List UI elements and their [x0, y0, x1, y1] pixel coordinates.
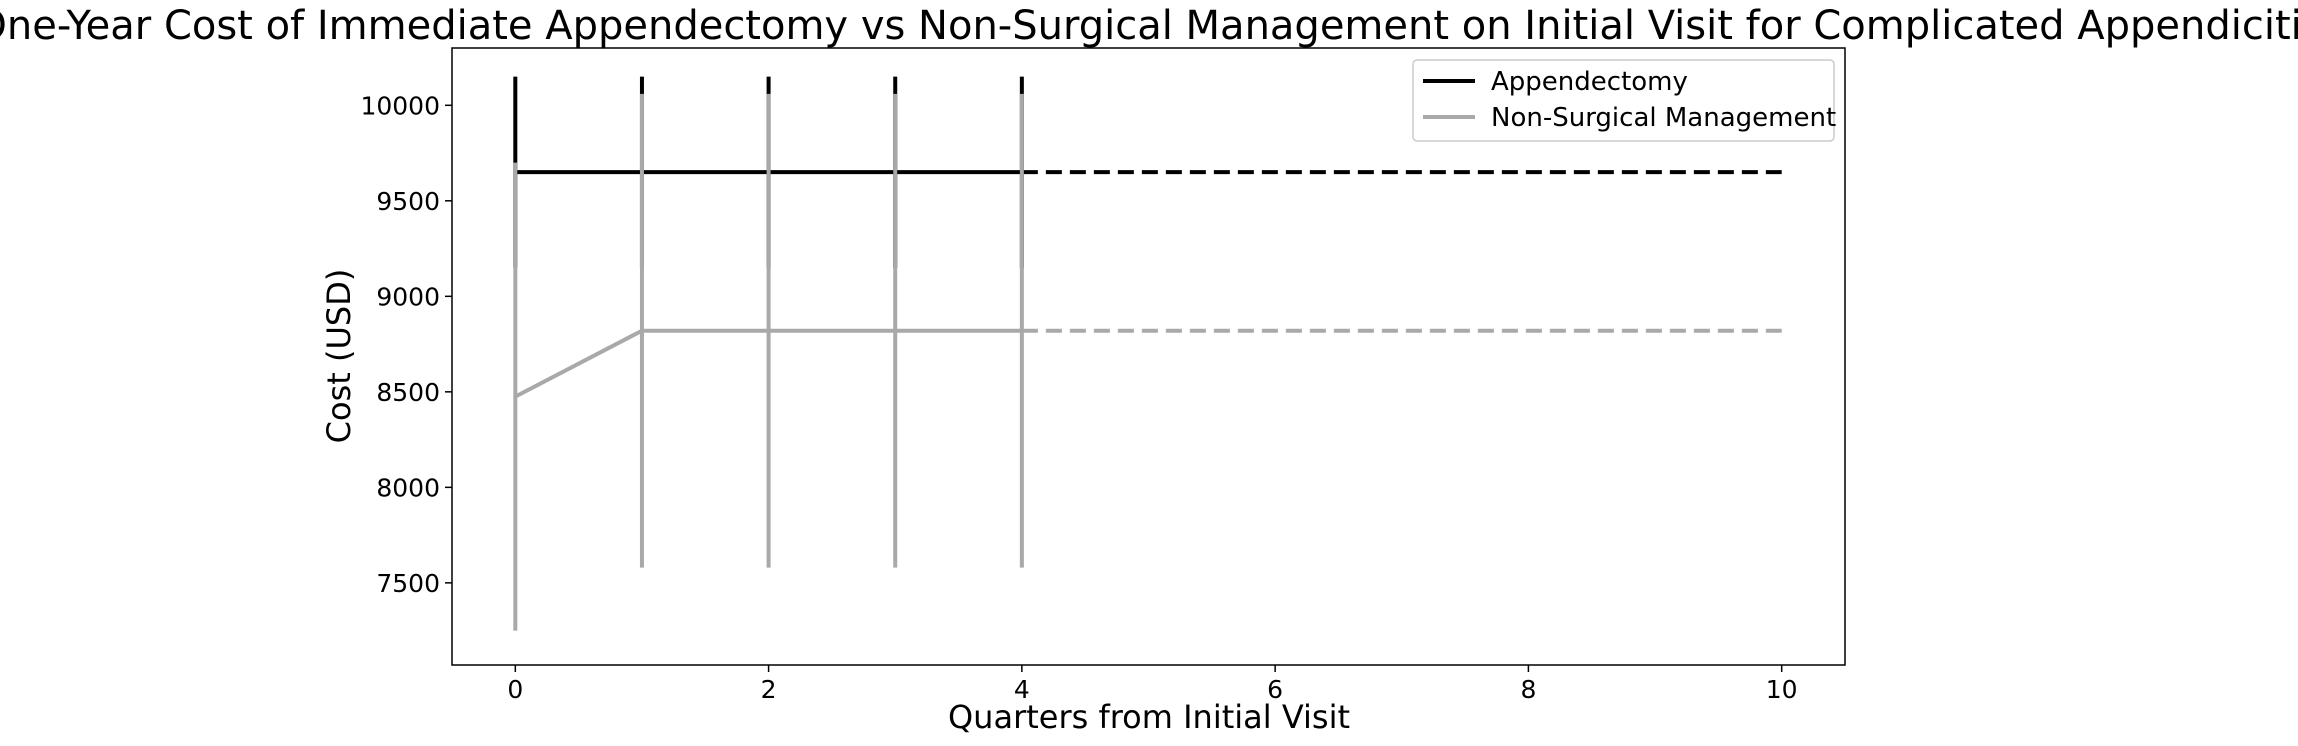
y-tick-label: 8500 [376, 378, 440, 407]
legend-box [1412, 59, 1835, 142]
y-tick-label: 10000 [360, 91, 440, 120]
x-axis-label: Quarters from Initial Visit [948, 698, 1350, 736]
y-axis-label: Cost (USD) [320, 269, 358, 444]
chart-title: One-Year Cost of Immediate Appendectomy … [0, 3, 2298, 49]
y-tick-label: 9500 [376, 187, 440, 216]
series-1 [513, 93, 1782, 631]
plot-content [513, 76, 1782, 631]
x-tick-label: 2 [761, 675, 777, 704]
x-tick-label: 10 [1766, 675, 1798, 704]
x-axis: 0 2 4 6 8 10 [507, 665, 1798, 704]
x-tick-label: 6 [1267, 675, 1283, 704]
x-tick-label: 8 [1520, 675, 1536, 704]
y-tick-label: 9000 [376, 282, 440, 311]
y-tick-label: 7500 [376, 569, 440, 598]
legend-label: Non-Surgical Management [1491, 103, 1836, 133]
legend-label: Appendectomy [1491, 67, 1688, 97]
series-line [514, 328, 1022, 399]
y-axis: 7500 8000 8500 9000 9500 10000 [360, 91, 452, 598]
plot-frame [451, 47, 1846, 666]
y-tick-label: 8000 [376, 473, 440, 502]
x-tick-label: 0 [507, 675, 523, 704]
legend: Appendectomy Non-Surgical Management [1412, 59, 1836, 142]
x-tick-label: 4 [1014, 675, 1030, 704]
